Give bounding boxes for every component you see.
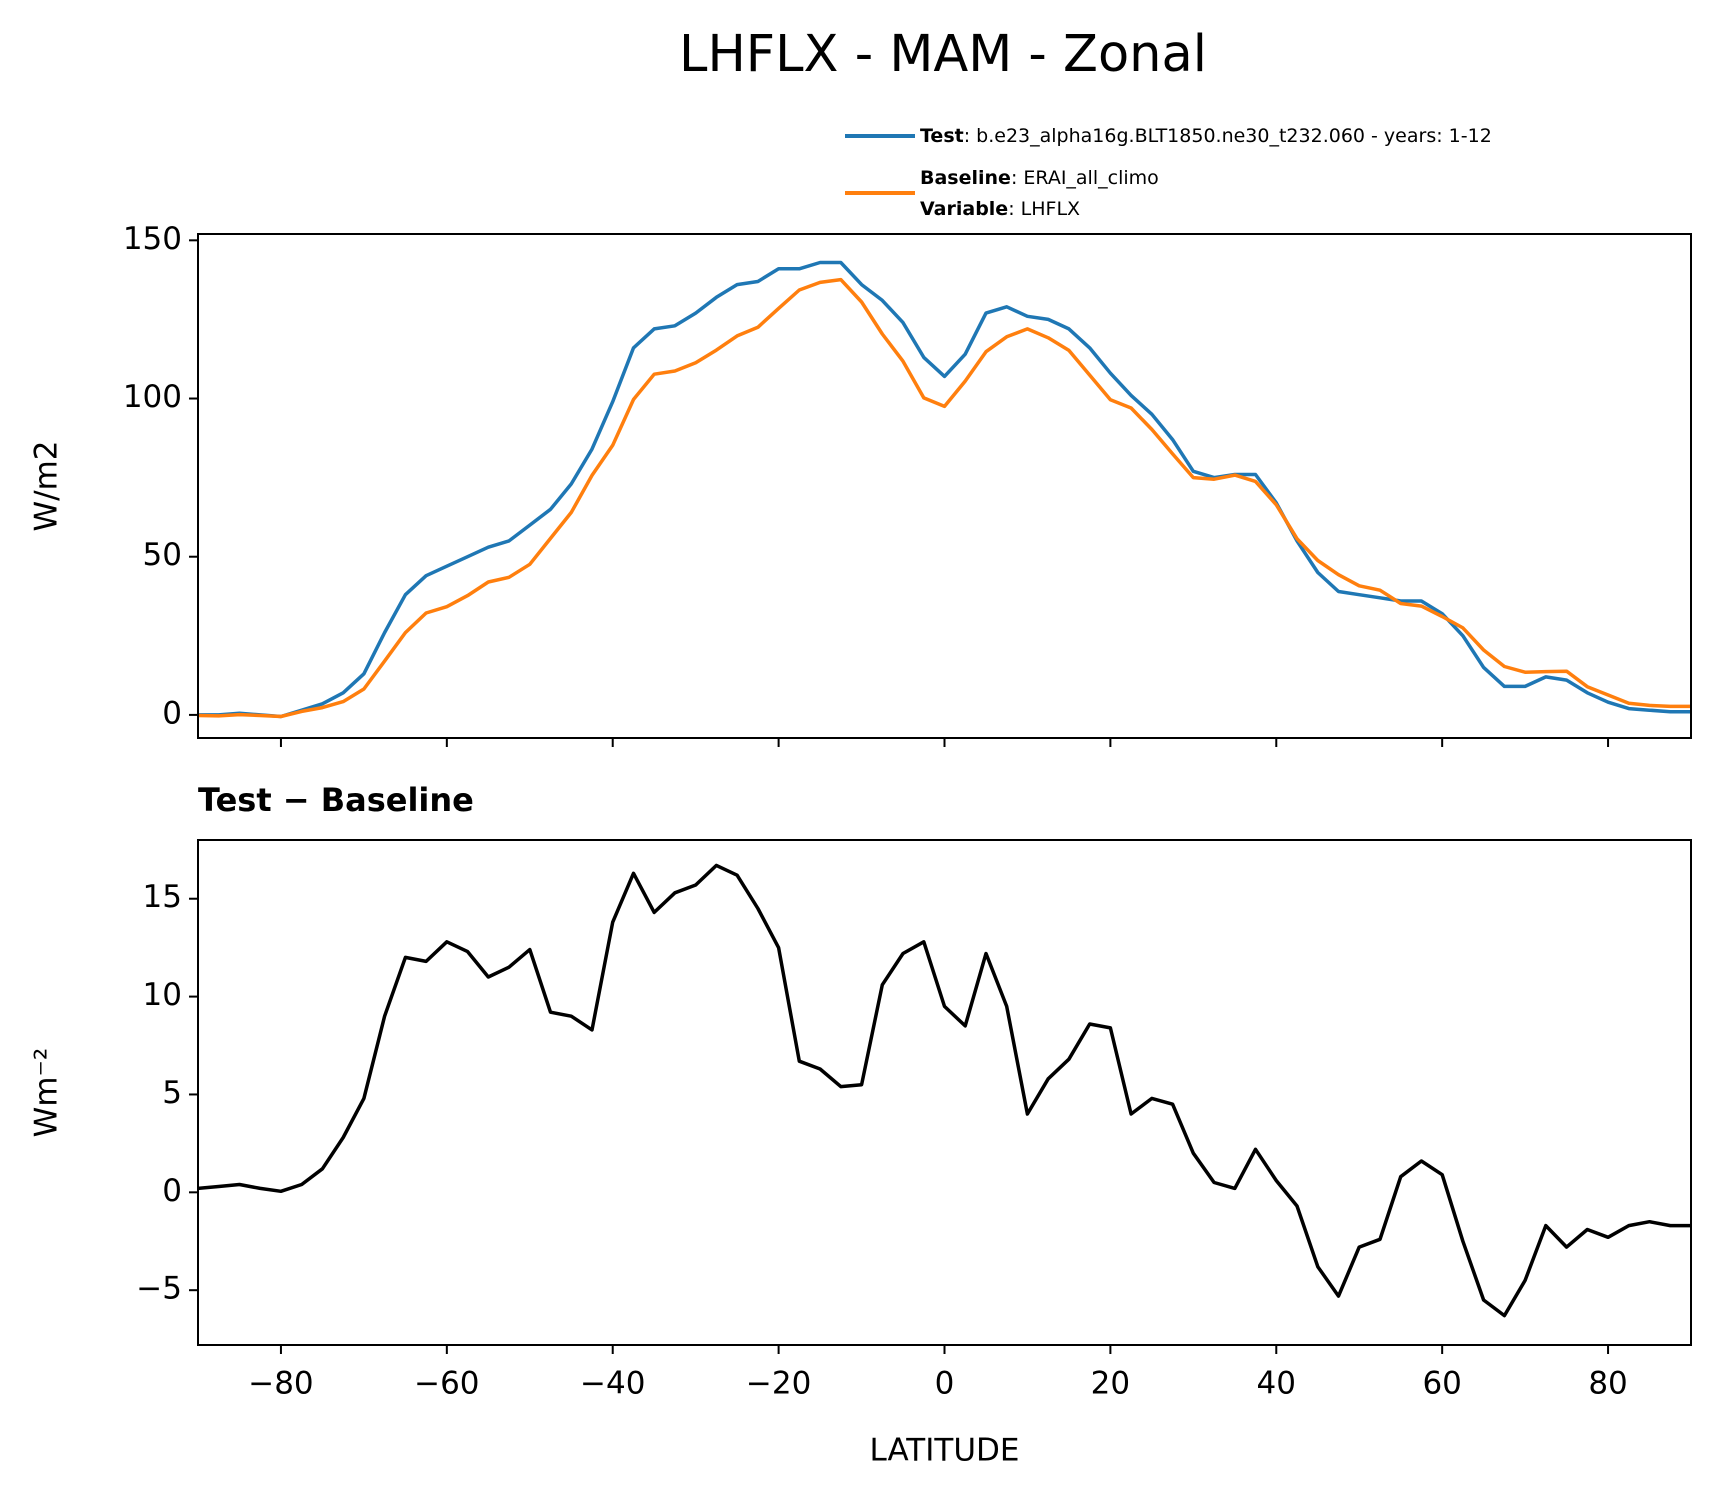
x-tick-label: −20 [746, 1366, 811, 1402]
y-tick-label: −5 [136, 1271, 182, 1307]
x-tick-label: 20 [1091, 1366, 1130, 1402]
x-tick-label: 0 [935, 1366, 955, 1402]
y-tick-label: 0 [162, 695, 182, 731]
x-tick-label: 60 [1422, 1366, 1461, 1402]
y-axis-label: W/m2 [29, 440, 65, 531]
x-tick-label: −80 [248, 1366, 313, 1402]
legend-name: Baseline [920, 167, 1011, 189]
legend-detail: : b.e23_alpha16g.BLT1850.ne30_t232.060 -… [964, 125, 1492, 147]
y-tick-label: 150 [123, 221, 182, 257]
y-tick-label: 15 [143, 879, 182, 915]
y-tick-label: 5 [162, 1075, 182, 1111]
x-tick-label: 80 [1588, 1366, 1627, 1402]
y-tick-label: 100 [123, 379, 182, 415]
x-tick-label: −60 [414, 1366, 479, 1402]
legend-entry: Test: b.e23_alpha16g.BLT1850.ne30_t232.0… [920, 125, 1492, 147]
legend-name: Test [920, 125, 964, 147]
axes-frame [197, 839, 1692, 1346]
y-axis-label: Wm⁻² [29, 1048, 65, 1138]
chart-title: LHFLX - MAM - Zonal [679, 25, 1207, 84]
x-tick-label: −40 [580, 1366, 645, 1402]
axes-frame [197, 233, 1692, 739]
data-line [198, 863, 1691, 1318]
legend-detail: : LHFLX [1008, 198, 1080, 220]
x-axis-label: LATITUDE [870, 1433, 1020, 1469]
y-tick-label: 0 [162, 1173, 182, 1209]
x-tick-label: 40 [1257, 1366, 1296, 1402]
legend-entry: Variable: LHFLX [920, 198, 1080, 220]
data-line [198, 277, 1691, 719]
data-line [198, 260, 1691, 719]
legend-detail: : ERAI_all_climo [1011, 167, 1159, 189]
panel-title: Test − Baseline [198, 781, 474, 819]
y-tick-label: 50 [143, 537, 182, 573]
legend-entry: Baseline: ERAI_all_climo [920, 167, 1159, 189]
legend-name: Variable [920, 198, 1008, 220]
y-tick-label: 10 [143, 977, 182, 1013]
